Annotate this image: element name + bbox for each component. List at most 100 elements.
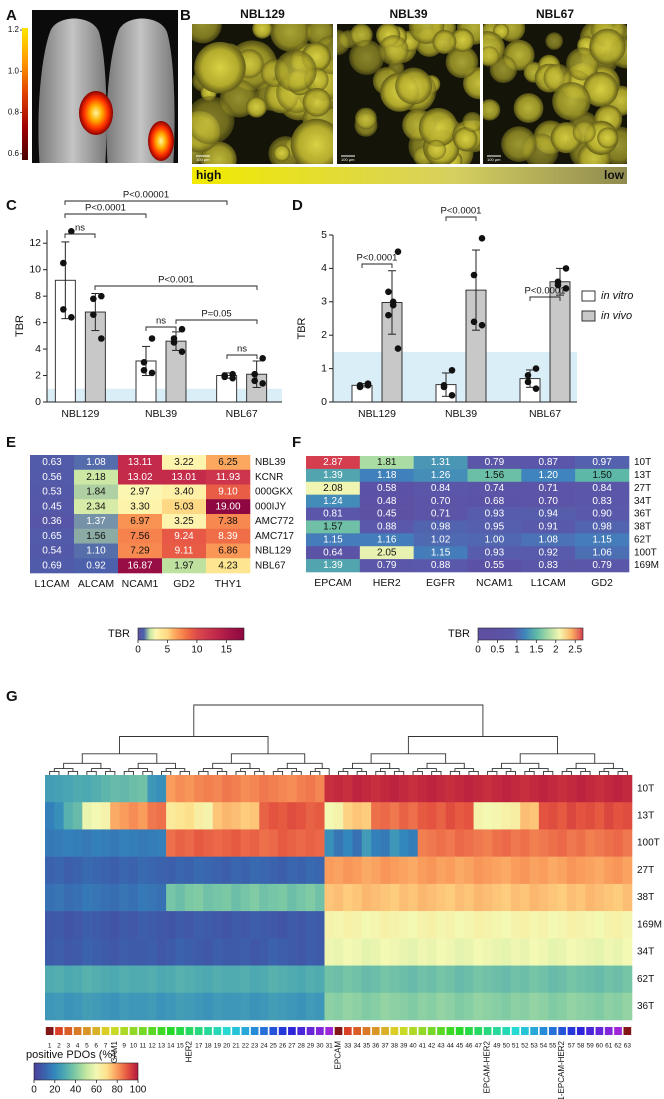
dendrogram-branch [81,753,158,764]
heatmap-cell [566,883,577,912]
heatmap-cell [371,992,381,1021]
data-point [364,382,372,389]
heatmap-cell [427,992,437,1021]
significance-bracket [145,326,177,331]
column-label: 25 [270,1043,278,1050]
heatmap-cell [361,965,372,994]
heatmap-cell [91,802,102,830]
heatmap-cell [119,802,130,830]
heatmap-cell [296,802,307,830]
cell-value: 9.10 [218,487,238,498]
heatmap-cell [240,911,251,939]
heatmap-cell [184,856,195,885]
column-label: 26 [279,1043,287,1050]
heatmap-cell [277,965,288,994]
column-label: NCAM1 [110,1040,119,1069]
heatmap-cell [566,775,577,803]
cell-value: 0.79 [592,560,612,571]
heatmap-cell [427,911,437,939]
heatmap-cell [82,992,92,1021]
heatmap-cell [259,992,269,1021]
heatmap-cell [333,911,344,939]
cell-value: 1.02 [431,534,451,545]
column-label: 47 [475,1043,483,1050]
column-label: 31 [326,1043,334,1050]
heatmap-cell [510,965,521,994]
row-label: 169M [637,919,662,930]
column-label: 53 [531,1043,539,1050]
heatmap-cell [118,499,163,515]
heatmap-cell [520,829,530,857]
column-key [111,1027,119,1035]
column-label: 62 [614,1043,622,1050]
heatmap-cell [520,938,530,966]
heatmap-cell [482,883,493,912]
column-key [362,1027,371,1035]
dendrogram-branch [519,753,596,764]
dendrogram-branch [235,771,246,775]
heatmap-cell [467,494,522,508]
heatmap-cell [194,829,204,857]
heatmap-cell [399,829,409,857]
heatmap-cell [467,481,522,495]
cell-value: 6.86 [218,546,238,557]
column-key [120,1027,129,1035]
dendrogram-branch [161,771,172,775]
heatmap-cell [315,965,325,994]
heatmap-cell [296,938,307,966]
column-key [381,1027,389,1035]
heatmap-cell [417,992,428,1021]
heatmap-cell [287,802,297,830]
heatmap-cell [306,546,361,560]
heatmap-cell [45,829,55,857]
column-label: 15 [176,1043,184,1050]
dendrogram-branch [566,768,586,772]
data-point [148,369,156,377]
heatmap-cell [231,911,241,939]
data-point [148,335,156,342]
legend-swatch [581,310,596,322]
heatmap-cell [454,992,465,1021]
panel-label: G [6,688,18,705]
row-label: 27T [634,483,651,494]
cell-value: 0.84 [431,483,451,494]
heatmap-cell [538,883,549,912]
cell-cluster [337,29,350,56]
heatmap-cell [343,829,353,857]
heatmap-cell [91,992,102,1021]
column-key [101,1027,110,1035]
column-key [539,1027,548,1035]
heatmap-cell [389,992,400,1021]
scale-bar-label: 100 μm [196,157,210,162]
heatmap-cell [576,829,586,857]
heatmap-cell [467,468,522,483]
y-tick-label: 0 [35,396,41,408]
heatmap-cell [100,965,111,994]
heatmap-cell [287,883,297,912]
heatmap-cell [576,856,586,885]
heatmap-cell [128,911,139,939]
dendrogram-branch [543,771,554,775]
heatmap-cell [492,829,502,857]
data-point [532,365,540,372]
heatmap-cell [520,992,530,1021]
cell-value: 0.70 [539,496,559,507]
heatmap-cell [445,856,456,885]
column-label: GD2 [173,578,195,590]
heatmap-cell [162,514,207,530]
heatmap-cell [162,543,207,559]
heatmap-cell [413,533,468,547]
heatmap-cell [30,469,75,485]
heatmap-cell [100,775,111,803]
column-label: 34 [354,1043,362,1050]
heatmap-cell [30,558,75,574]
column-label: 23 [251,1043,259,1050]
heatmap-cell [222,911,232,939]
heatmap-cell [296,829,307,857]
heatmap-cell [436,883,446,912]
y-tick-label: 4 [35,343,41,355]
row-label: AMC717 [255,531,294,542]
heatmap-cell [622,965,633,994]
heatmap-cell [138,775,148,803]
